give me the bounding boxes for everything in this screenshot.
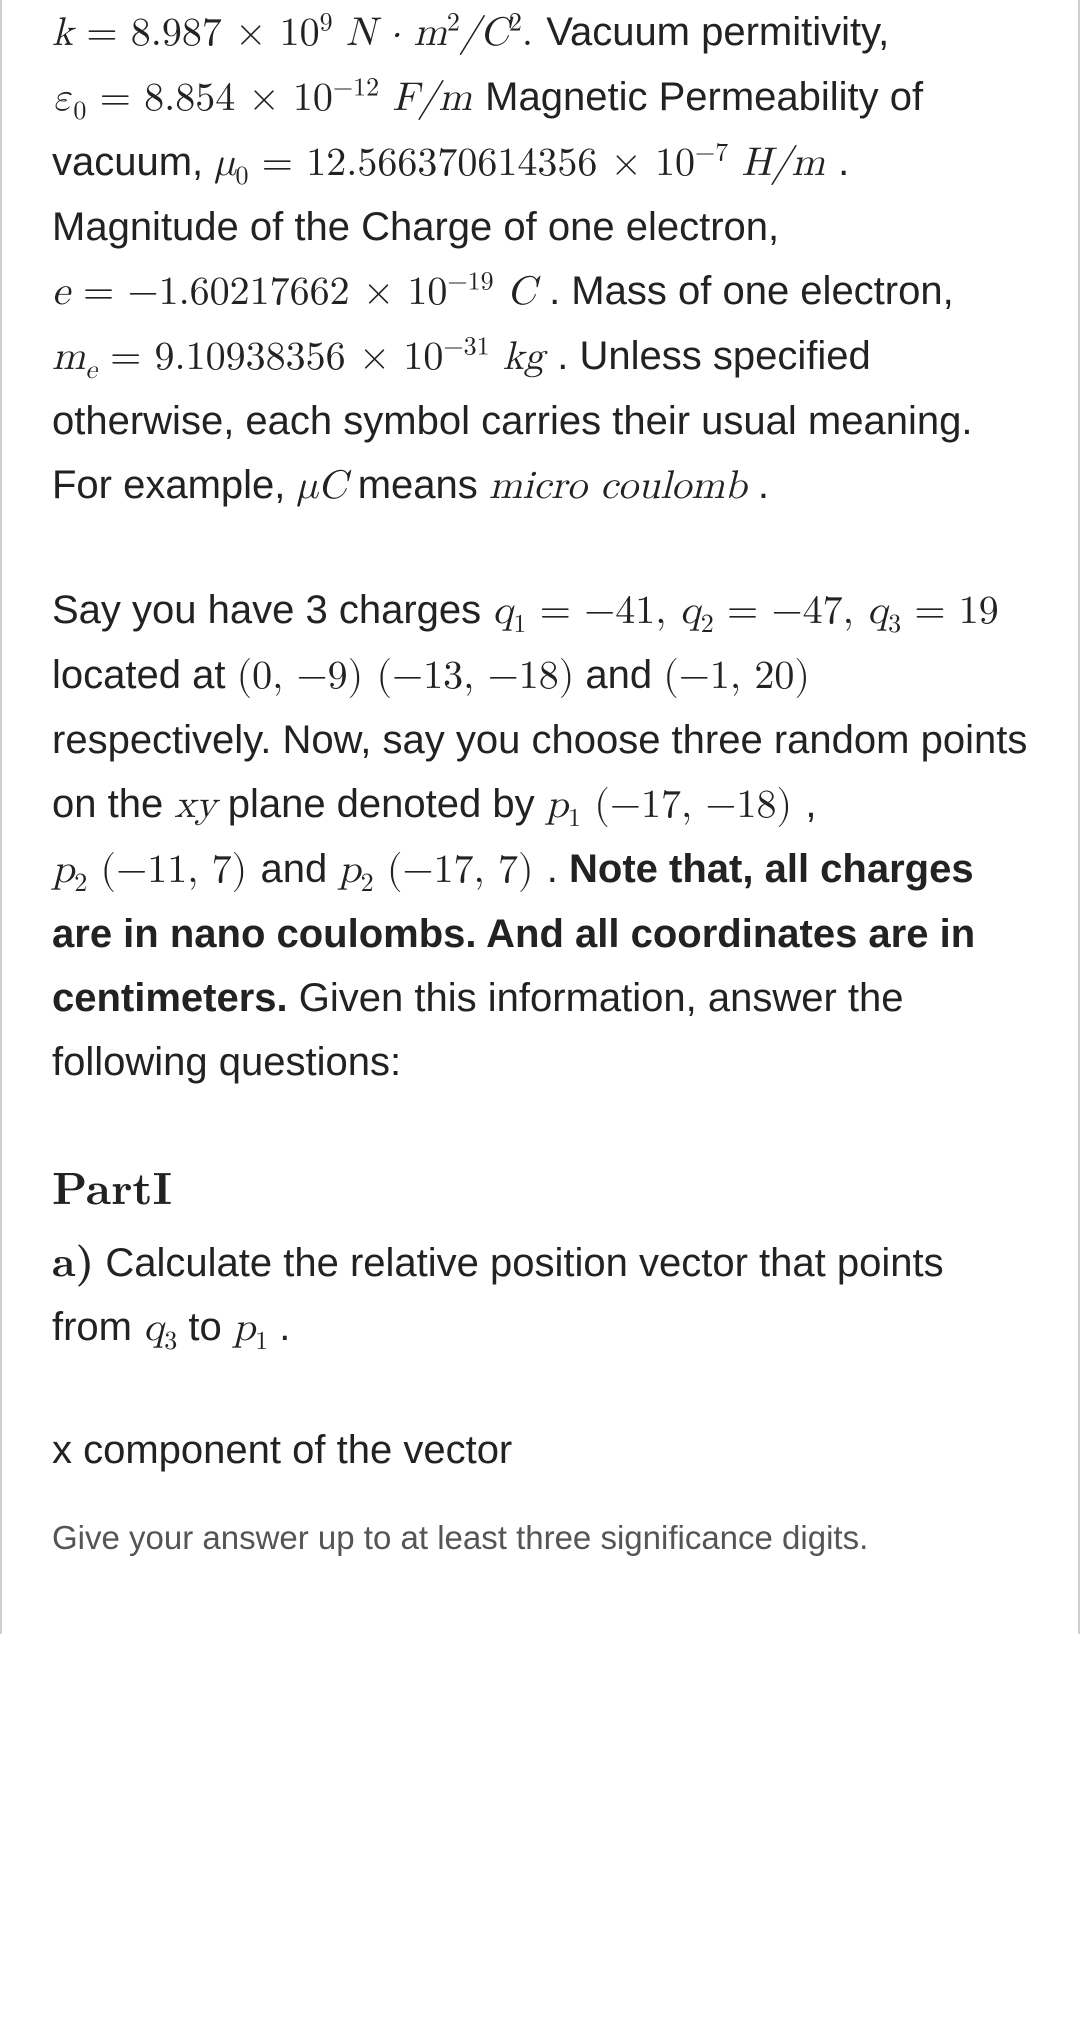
pos3: (−1, 20) [663,656,810,696]
constants-paragraph: k = 8.987 × 109 N · m2/C2. Vacuum permit… [52,0,1028,518]
p3-period: . [547,847,569,891]
e-equation: e = −1.60217662 × 10−19 C [52,272,549,312]
k-equation: k = 8.987 × 109 N · m2/C2. [52,13,546,53]
a-to: to [177,1305,233,1349]
muC-symbol: μC [297,466,347,506]
me-equation: me = 9.10938356 × 10−31 kg [52,337,557,377]
vacuum-permittivity-label: Vacuum permitivity, [546,10,889,54]
x-component-label: x component of the vector [52,1418,1028,1482]
xy-symbol: xy [174,785,216,825]
means-text: means [347,463,489,507]
a-p1: p1 [233,1308,268,1348]
charges-values: q1 = −41, q2 = −47, q3 = 19 [492,591,999,631]
spacer [52,1378,1028,1418]
question-a: a) Calculate the relative position vecto… [52,1226,1028,1360]
pos2: (−13, −18) [363,656,574,696]
mass-label: Mass of one electron, [560,269,954,313]
located-text: located at [52,653,237,697]
mu-period: . [838,140,849,184]
pos1: (0, −9) [237,656,364,696]
a-label: a) [52,1229,94,1289]
intro-text: Say you have 3 charges [52,588,492,632]
e-period: . [549,269,560,313]
answer-hint: Give your answer up to at least three si… [52,1515,1028,1561]
p2: p2 (−11, 7) [52,850,260,890]
p3: p2 (−17, 7) [338,850,546,890]
micro-coulomb-text: micro coulomb [489,466,747,506]
and-2: and [260,847,338,891]
plane-text: plane denoted by [217,782,546,826]
epsilon-equation: ε0 = 8.854 × 10−12 F/m [52,78,485,118]
part-heading: PartI [52,1154,1028,1218]
and-1: and [574,653,663,697]
page-container: k = 8.987 × 109 N · m2/C2. Vacuum permit… [0,0,1080,1634]
trailing-period: . [747,463,769,507]
a-q3: q3 [143,1308,177,1348]
p1: p1 (−17, −18) [546,785,806,825]
problem-paragraph: Say you have 3 charges q1 = −41, q2 = −4… [52,578,1028,1094]
comma: , [805,782,816,826]
a-period: . [268,1305,290,1349]
charge-label: Magnitude of the Charge of one electron, [52,205,779,249]
mu-equation: μ0 = 12.566370614356 × 10−7 H/m [214,143,838,183]
me-period: . [557,334,579,378]
